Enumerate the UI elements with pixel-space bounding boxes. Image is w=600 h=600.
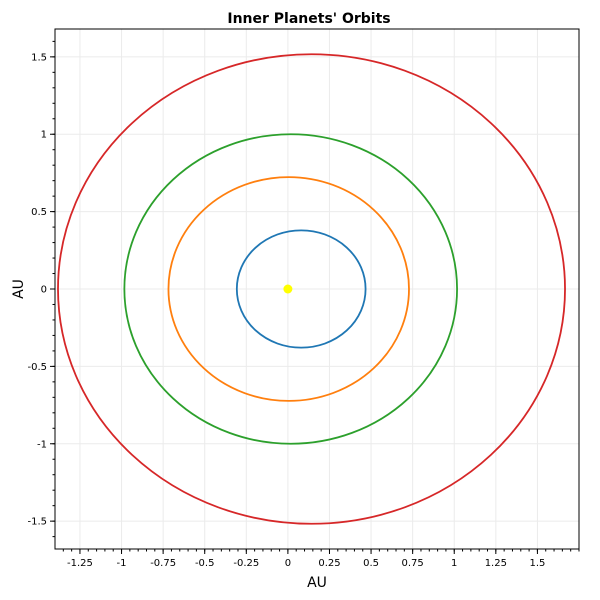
y-tick-label-2: 0.5	[31, 207, 47, 218]
x-axis-ticks: -1.25 -1 -0.75 -0.5 -0.25 0 0.25 0.5 0.75 1 1.25 1.…	[62, 549, 580, 569]
x-tick-label-5: 0	[285, 558, 291, 569]
x-tick-label-4: -0.25	[233, 558, 259, 569]
chart-title: Inner Planets' Orbits	[227, 11, 390, 27]
x-tick-label-2: -0.75	[150, 558, 176, 569]
y-tick-label-1: 1	[41, 130, 47, 141]
x-tick-label-6: 0.25	[318, 558, 340, 569]
y-tick-label-5: -1	[37, 439, 47, 450]
orbit-3	[57, 53, 566, 525]
y-tick-label-0: 1.5	[31, 52, 47, 63]
y-tick-label-4: -0.5	[27, 362, 47, 373]
x-tick-label-8: 0.75	[402, 558, 424, 569]
y-axis-label: AU	[11, 279, 27, 299]
orbit-2	[123, 133, 458, 445]
y-tick-label-6: -1.5	[27, 517, 47, 528]
x-tick-label-10: 1.25	[485, 558, 507, 569]
sun-marker	[283, 284, 293, 294]
orbit-1	[167, 176, 410, 402]
x-tick-label-0: -1.25	[67, 558, 93, 569]
x-tick-label-7: 0.5	[363, 558, 379, 569]
orbit-0	[235, 229, 367, 349]
x-tick-label-9: 1	[451, 558, 457, 569]
x-tick-label-11: 1.5	[529, 558, 545, 569]
x-axis-label: AU	[307, 575, 327, 591]
y-axis-ticks: 1.5 1 0.5 0 -0.5 -1 -1.5	[27, 40, 55, 538]
sun-layer	[283, 284, 293, 294]
x-tick-label-1: -1	[117, 558, 127, 569]
orbit-series	[57, 53, 566, 525]
grid-lines	[55, 29, 579, 549]
y-tick-label-3: 0	[41, 285, 47, 296]
x-tick-label-3: -0.5	[195, 558, 215, 569]
